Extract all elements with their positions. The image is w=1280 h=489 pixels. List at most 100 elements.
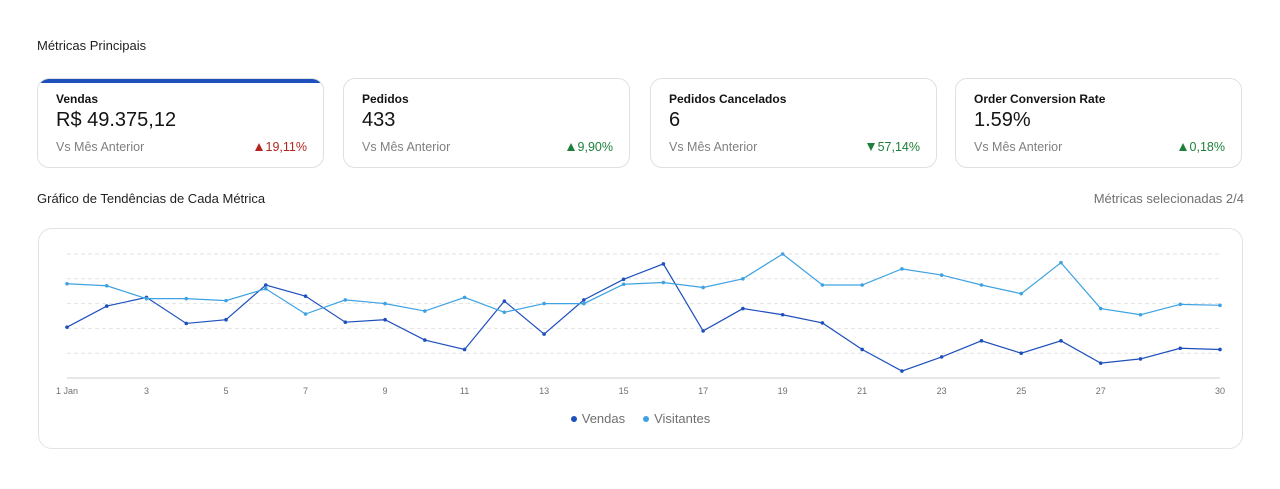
metric-card-value: 433: [362, 109, 396, 131]
data-point-vendas[interactable]: [939, 355, 944, 359]
data-point-visitantes[interactable]: [741, 277, 745, 281]
data-point-vendas[interactable]: [303, 294, 308, 298]
data-point-visitantes[interactable]: [343, 298, 348, 302]
data-point-visitantes[interactable]: [939, 273, 944, 277]
data-point-visitantes[interactable]: [621, 282, 626, 287]
data-point-visitantes[interactable]: [303, 312, 308, 316]
x-tick-label: 17: [698, 386, 708, 396]
data-point-vendas[interactable]: [184, 321, 189, 326]
metric-card-value: 6: [669, 109, 681, 131]
data-point-visitantes[interactable]: [224, 298, 228, 303]
metric-card-compare: Vs Mês Anterior: [362, 140, 451, 154]
data-point-visitantes[interactable]: [462, 295, 467, 300]
trend-chart: 1 Jan 3 5 7 9 11 13 15 17 19 21 23 25 27 30 Vendas Vis…: [38, 228, 1243, 449]
data-point-visitantes[interactable]: [1138, 312, 1143, 317]
data-point-vendas[interactable]: [820, 321, 825, 325]
x-tick-label: 15: [619, 386, 629, 396]
data-point-vendas[interactable]: [701, 329, 705, 333]
x-tick-label: 27: [1096, 386, 1106, 396]
data-point-visitantes[interactable]: [780, 252, 785, 256]
data-point-visitantes[interactable]: [144, 296, 149, 301]
metric-card-delta: 9,90%: [566, 140, 613, 154]
data-point-vendas[interactable]: [860, 347, 864, 352]
x-tick-label: 5: [224, 386, 229, 396]
data-point-vendas[interactable]: [900, 369, 904, 373]
trend-chart-svg: 1 Jan 3 5 7 9 11 13 15 17 19 21 23 25 27 30: [56, 252, 1225, 396]
data-point-vendas[interactable]: [224, 317, 228, 322]
data-point-visitantes[interactable]: [1178, 302, 1183, 307]
data-point-visitantes[interactable]: [423, 309, 427, 313]
data-point-vendas[interactable]: [1098, 361, 1103, 365]
metric-card-delta: 0,18%: [1178, 140, 1225, 154]
metric-card-compare: Vs Mês Anterior: [56, 140, 145, 154]
metric-card-delta-value: 57,14%: [877, 140, 920, 154]
data-point-visitantes[interactable]: [542, 301, 546, 306]
data-point-visitantes[interactable]: [979, 283, 984, 287]
metric-card-delta: 57,14%: [866, 140, 920, 154]
data-point-visitantes[interactable]: [104, 283, 109, 288]
legend-label-visitantes: Visitantes: [654, 411, 711, 426]
metric-card-vendas[interactable]: Vendas R$ 49.375,12 Vs Mês Anterior 19,1…: [37, 78, 324, 168]
legend-item-visitantes[interactable]: Visitantes: [643, 411, 710, 426]
x-tick-label: 1 Jan: [56, 386, 78, 396]
metric-card-order-conversion-rate[interactable]: Order Conversion Rate 1.59% Vs Mês Anter…: [955, 78, 1242, 168]
x-tick-label: 19: [778, 386, 788, 396]
data-point-visitantes[interactable]: [502, 310, 507, 315]
data-point-vendas[interactable]: [1019, 351, 1024, 355]
data-point-vendas[interactable]: [1178, 346, 1183, 351]
data-point-visitantes[interactable]: [900, 267, 904, 271]
legend-item-vendas[interactable]: Vendas: [570, 411, 625, 426]
selected-metrics-count[interactable]: Métricas selecionadas 2/4: [1093, 191, 1244, 206]
data-point-visitantes[interactable]: [1098, 306, 1103, 311]
data-point-vendas[interactable]: [542, 332, 546, 336]
data-point-vendas[interactable]: [502, 299, 507, 303]
data-point-visitantes[interactable]: [1059, 260, 1063, 265]
metric-card-label: Pedidos Cancelados: [669, 92, 787, 106]
data-point-vendas[interactable]: [661, 262, 666, 266]
data-point-visitantes[interactable]: [701, 285, 705, 290]
data-point-vendas[interactable]: [621, 277, 626, 282]
data-point-visitantes[interactable]: [661, 280, 666, 285]
metric-card-delta-value: 0,18%: [1189, 140, 1225, 154]
x-tick-label: 21: [857, 386, 867, 396]
data-point-vendas[interactable]: [741, 306, 745, 311]
x-tick-label: 23: [937, 386, 947, 396]
metric-card-pedidos-cancelados[interactable]: Pedidos Cancelados 6 Vs Mês Anterior 57,…: [650, 78, 937, 168]
data-point-visitantes[interactable]: [383, 301, 387, 306]
data-point-visitantes[interactable]: [263, 286, 268, 291]
metric-cards: Vendas R$ 49.375,12 Vs Mês Anterior 19,1…: [37, 78, 1243, 168]
metric-card-compare: Vs Mês Anterior: [974, 140, 1063, 154]
data-point-vendas[interactable]: [104, 304, 109, 308]
data-point-vendas[interactable]: [383, 317, 387, 322]
x-tick-label: 13: [539, 386, 549, 396]
metric-card-compare: Vs Mês Anterior: [669, 140, 758, 154]
data-point-visitantes[interactable]: [1019, 291, 1024, 296]
legend-dot-vendas: [570, 415, 577, 422]
data-point-vendas[interactable]: [1138, 357, 1143, 361]
data-point-visitantes[interactable]: [582, 301, 586, 306]
legend-dot-visitantes: [643, 415, 650, 422]
data-point-vendas[interactable]: [780, 312, 785, 317]
triangle-up-icon: [1178, 143, 1187, 151]
data-point-visitantes[interactable]: [860, 283, 864, 287]
data-point-vendas[interactable]: [979, 339, 984, 343]
data-point-vendas[interactable]: [263, 283, 268, 287]
metric-card-pedidos[interactable]: Pedidos 433 Vs Mês Anterior 9,90%: [343, 78, 630, 168]
data-point-vendas[interactable]: [65, 325, 69, 329]
data-point-vendas[interactable]: [343, 320, 348, 324]
data-point-visitantes[interactable]: [820, 283, 825, 287]
data-point-vendas[interactable]: [1218, 347, 1222, 352]
data-point-vendas[interactable]: [462, 347, 467, 352]
data-point-vendas[interactable]: [1059, 339, 1063, 343]
data-point-visitantes[interactable]: [184, 296, 189, 301]
x-tick-label: 11: [460, 386, 469, 396]
metric-card-delta-value: 19,11%: [265, 140, 307, 154]
data-point-vendas[interactable]: [582, 298, 586, 302]
data-point-vendas[interactable]: [423, 338, 427, 342]
x-tick-label: 9: [383, 386, 388, 396]
x-tick-label: 30: [1215, 386, 1225, 396]
metric-card-label: Order Conversion Rate: [974, 92, 1106, 106]
data-point-visitantes[interactable]: [1218, 303, 1222, 308]
data-point-visitantes[interactable]: [65, 281, 69, 286]
triangle-up-icon: [566, 143, 575, 151]
